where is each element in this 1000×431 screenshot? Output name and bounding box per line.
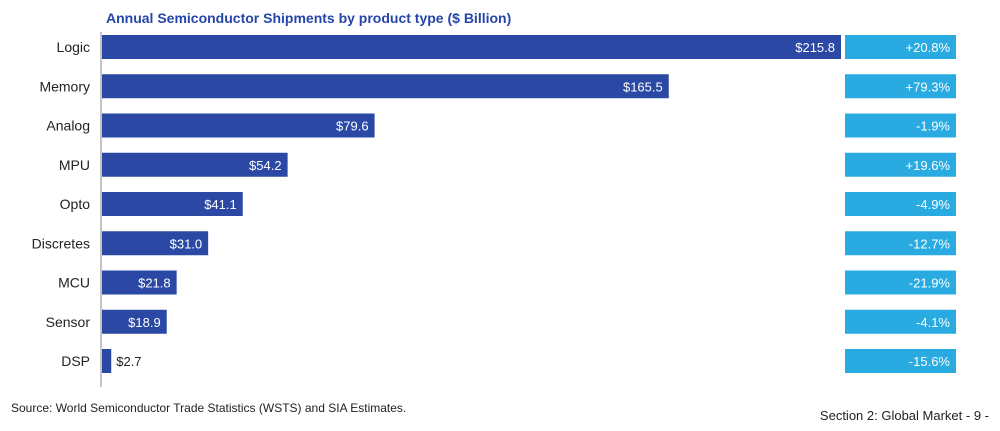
- bar-memory: [102, 74, 669, 99]
- value-label: $54.2: [249, 158, 282, 173]
- category-label: Memory: [39, 78, 90, 94]
- category-label: Analog: [46, 118, 90, 134]
- category-label: Logic: [57, 39, 90, 55]
- value-label: $165.5: [623, 79, 663, 94]
- growth-label: -15.6%: [909, 354, 951, 369]
- category-label: Sensor: [46, 314, 91, 330]
- bar-mcu: [102, 270, 177, 295]
- bar-discretes: [102, 231, 209, 256]
- chart-title: Annual Semiconductor Shipments by produc…: [106, 10, 512, 26]
- growth-label: -4.9%: [916, 197, 950, 212]
- growth-box: [845, 74, 956, 99]
- growth-label: +19.6%: [906, 158, 951, 173]
- bar-opto: [102, 192, 243, 216]
- value-label: $2.7: [116, 354, 141, 369]
- value-label: $31.0: [170, 236, 203, 251]
- source-note: Source: World Semiconductor Trade Statis…: [11, 401, 407, 415]
- value-label: $41.1: [204, 197, 237, 212]
- growth-box: [845, 192, 956, 216]
- growth-box: [845, 231, 956, 256]
- value-label: $18.9: [128, 315, 161, 330]
- category-label: MPU: [59, 157, 90, 173]
- bar-mpu: [102, 152, 288, 177]
- category-label: DSP: [61, 353, 90, 369]
- value-label: $21.8: [138, 276, 171, 291]
- bar-sensor: [102, 309, 167, 334]
- category-label: Opto: [60, 196, 91, 212]
- growth-box: [845, 113, 956, 138]
- bar-logic: [102, 35, 841, 59]
- bar-dsp: [102, 349, 112, 373]
- growth-label: +20.8%: [906, 40, 951, 55]
- value-label: $79.6: [336, 119, 369, 134]
- growth-label: +79.3%: [906, 79, 951, 94]
- bar-analog: [102, 113, 375, 138]
- category-label: MCU: [58, 275, 90, 291]
- growth-label: -4.1%: [916, 315, 950, 330]
- growth-box: [845, 270, 956, 295]
- growth-box: [845, 309, 956, 334]
- growth-box: [845, 349, 956, 373]
- category-label: Discretes: [32, 235, 90, 251]
- growth-box: [845, 152, 956, 177]
- growth-label: -1.9%: [916, 119, 950, 134]
- page-number: Section 2: Global Market - 9 -: [819, 408, 989, 423]
- growth-label: -12.7%: [909, 236, 951, 251]
- value-label: $215.8: [795, 40, 835, 55]
- growth-label: -21.9%: [909, 276, 951, 291]
- growth-box: [845, 35, 956, 59]
